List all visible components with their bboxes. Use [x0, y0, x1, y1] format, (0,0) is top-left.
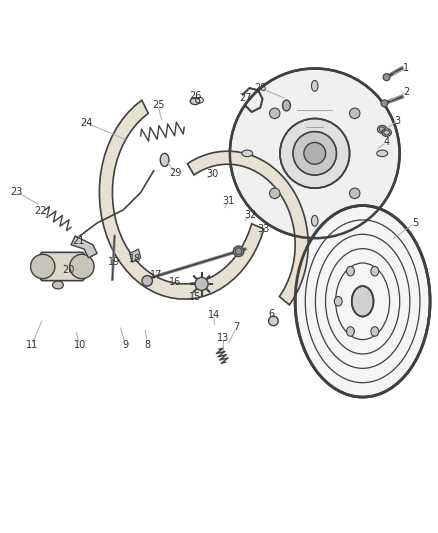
- Ellipse shape: [311, 80, 318, 91]
- Circle shape: [350, 188, 360, 199]
- Text: 17: 17: [150, 270, 162, 280]
- Text: 19: 19: [108, 257, 120, 267]
- Circle shape: [195, 277, 208, 290]
- Text: 9: 9: [122, 340, 128, 350]
- Text: 31: 31: [223, 196, 235, 206]
- Circle shape: [383, 74, 390, 80]
- Text: 3: 3: [394, 116, 400, 126]
- Circle shape: [142, 276, 152, 286]
- Text: 14: 14: [208, 310, 220, 320]
- Polygon shape: [130, 249, 141, 262]
- Text: 26: 26: [189, 91, 201, 101]
- Text: 27: 27: [240, 93, 252, 103]
- Circle shape: [280, 118, 350, 188]
- Text: 29: 29: [170, 168, 182, 178]
- Polygon shape: [99, 100, 264, 299]
- Circle shape: [31, 254, 55, 279]
- Ellipse shape: [334, 296, 342, 306]
- Text: 23: 23: [11, 187, 23, 197]
- Circle shape: [269, 188, 280, 199]
- Ellipse shape: [295, 206, 430, 397]
- Circle shape: [230, 68, 399, 238]
- Ellipse shape: [190, 98, 200, 104]
- Text: 7: 7: [233, 322, 240, 333]
- Ellipse shape: [242, 150, 253, 157]
- Text: 33: 33: [258, 224, 270, 234]
- Ellipse shape: [377, 150, 388, 157]
- Text: 4: 4: [384, 138, 390, 148]
- Text: 8: 8: [144, 340, 150, 350]
- Text: 11: 11: [26, 340, 38, 350]
- Text: 21: 21: [73, 236, 85, 246]
- Text: 25: 25: [152, 100, 164, 110]
- Text: 18: 18: [129, 254, 141, 264]
- Text: 1: 1: [403, 63, 409, 74]
- Text: 5: 5: [412, 218, 418, 228]
- Circle shape: [381, 100, 388, 107]
- Polygon shape: [71, 236, 97, 258]
- Text: 6: 6: [268, 309, 274, 319]
- FancyBboxPatch shape: [41, 252, 84, 281]
- Text: 20: 20: [63, 265, 75, 275]
- Ellipse shape: [346, 327, 354, 336]
- Text: 32: 32: [244, 210, 257, 220]
- Ellipse shape: [160, 154, 169, 166]
- Circle shape: [350, 108, 360, 118]
- Circle shape: [269, 108, 280, 118]
- Polygon shape: [187, 151, 308, 305]
- Ellipse shape: [382, 128, 391, 136]
- Text: 22: 22: [34, 206, 47, 216]
- Text: 10: 10: [74, 340, 86, 350]
- Ellipse shape: [53, 281, 64, 289]
- Ellipse shape: [371, 327, 379, 336]
- Ellipse shape: [378, 125, 387, 133]
- Ellipse shape: [346, 266, 354, 276]
- Text: 2: 2: [403, 87, 409, 98]
- Ellipse shape: [352, 286, 374, 317]
- Circle shape: [233, 246, 244, 256]
- Text: 15: 15: [189, 292, 201, 302]
- Ellipse shape: [371, 266, 379, 276]
- Text: 13: 13: [217, 333, 230, 343]
- Ellipse shape: [268, 316, 278, 326]
- Circle shape: [235, 248, 242, 255]
- Circle shape: [293, 132, 336, 175]
- Circle shape: [304, 142, 325, 164]
- Circle shape: [70, 254, 94, 279]
- Ellipse shape: [311, 215, 318, 226]
- Text: 28: 28: [254, 83, 267, 93]
- Text: 24: 24: [80, 118, 92, 128]
- Ellipse shape: [283, 100, 290, 111]
- Text: 30: 30: [206, 169, 219, 179]
- Text: 16: 16: [170, 277, 182, 287]
